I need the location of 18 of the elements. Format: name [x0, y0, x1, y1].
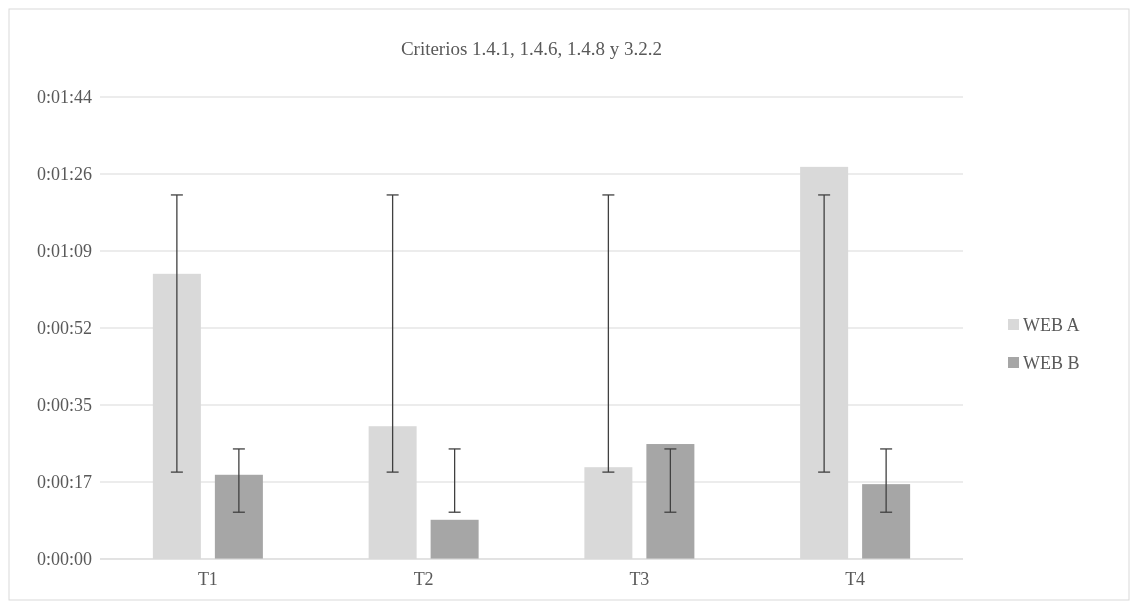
legend-label: WEB B	[1023, 353, 1080, 374]
bar	[430, 519, 479, 559]
x-tick-label: T3	[629, 569, 650, 589]
bar	[214, 474, 263, 559]
y-tick-label: 0:01:26	[36, 164, 92, 185]
y-tick-label: 0:00:35	[36, 395, 92, 416]
x-tick-label: T4	[845, 569, 866, 589]
y-tick-label: 0:00:52	[36, 318, 92, 339]
x-tick-label: T2	[413, 569, 434, 589]
bar	[862, 484, 911, 559]
bar	[646, 444, 695, 559]
legend-label: WEB A	[1023, 315, 1080, 336]
y-tick-label: 0:00:17	[36, 472, 92, 493]
y-tick-label: 0:01:09	[36, 241, 92, 262]
chart-title: Criterios 1.4.1, 1.4.6, 1.4.8 y 3.2.2	[400, 38, 663, 59]
y-tick-label: 0:01:44	[36, 87, 92, 108]
x-tick-label: T1	[197, 569, 218, 589]
y-tick-label: 0:00:00	[36, 549, 92, 570]
